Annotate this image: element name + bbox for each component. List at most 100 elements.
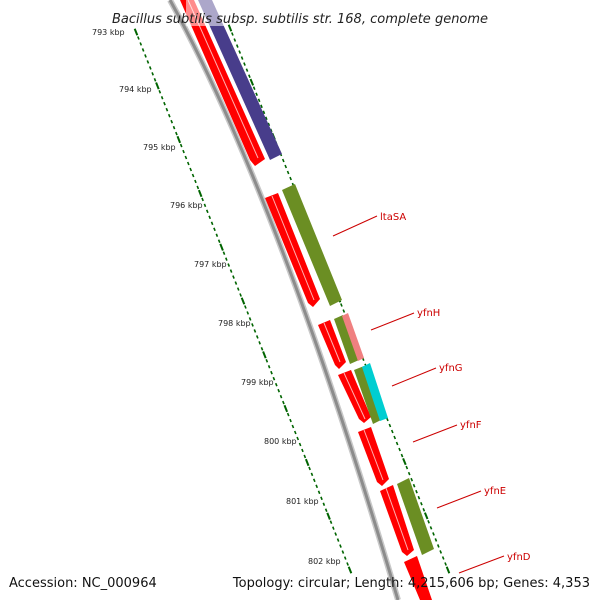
- ruler-minor-tick: [439, 550, 443, 554]
- ruler-labels: 793 kbp 794 kbp 795 kbp 796 kbp 797 kbp …: [92, 28, 341, 566]
- cog-feature-green[interactable]: [354, 366, 381, 424]
- ruler-minor-tick: [296, 436, 300, 441]
- ruler-minor-tick: [238, 50, 242, 54]
- ruler-major-tick: [176, 135, 182, 144]
- cog-feature-cyan[interactable]: [362, 363, 388, 421]
- cds-feature[interactable]: [380, 485, 414, 556]
- ruler-minor-tick: [233, 38, 237, 42]
- ruler-minor-tick: [194, 179, 197, 184]
- ruler-label-798: 798 kbp: [218, 319, 251, 328]
- ruler-major-tick: [347, 566, 353, 574]
- cog-track: [198, 0, 434, 555]
- cog-feature-purple[interactable]: [198, 0, 282, 160]
- ruler-label-800: 800 kbp: [264, 437, 297, 446]
- ruler-minor-tick: [153, 78, 157, 82]
- cds-feature[interactable]: [180, 0, 265, 166]
- gene-label-yfnG[interactable]: yfnG: [439, 363, 463, 374]
- ruler-minor-tick: [139, 42, 143, 46]
- ruler-minor-tick: [231, 32, 234, 36]
- ruler-minor-tick: [262, 110, 266, 115]
- ruler-minor-tick: [386, 417, 389, 422]
- ruler-minor-tick: [141, 48, 145, 52]
- leader-yfnG: [391, 367, 437, 387]
- ruler-minor-tick: [286, 170, 290, 175]
- genome-summary-text: Topology: circular; Length: 4,215,606 bp…: [232, 576, 590, 591]
- title-backdrop: [186, 0, 226, 26]
- ruler-minor-tick: [260, 104, 263, 109]
- ruler-major-tick: [326, 512, 331, 520]
- ruler-minor-tick: [222, 251, 226, 255]
- ruler-minor-tick: [400, 453, 404, 458]
- gene-label-yfnD[interactable]: yfnD: [507, 552, 531, 563]
- ruler-minor-tick: [398, 447, 401, 452]
- ruler-minor-tick: [170, 119, 174, 124]
- ruler-minor-tick: [393, 435, 397, 440]
- ruler-minor-tick: [405, 465, 409, 470]
- ruler-major-tick: [197, 189, 203, 198]
- ruler-minor-tick: [148, 66, 152, 70]
- ruler-minor-tick: [225, 257, 228, 261]
- ruler-minor-tick: [303, 454, 307, 459]
- ruler-minor-tick: [186, 161, 190, 166]
- ruler-minor-tick: [179, 143, 183, 148]
- ruler-minor-tick: [243, 62, 246, 66]
- ruler-minor-tick: [274, 382, 278, 387]
- ruler-minor-tick: [270, 370, 273, 375]
- ruler-minor-tick: [320, 496, 323, 501]
- ruler-minor-tick: [248, 74, 251, 78]
- ruler-label-801: 801 kbp: [286, 497, 319, 506]
- ruler-minor-tick: [427, 520, 430, 524]
- ruler-label-795: 795 kbp: [143, 143, 176, 152]
- ruler-label-802: 802 kbp: [308, 557, 341, 566]
- ruler-minor-tick: [252, 86, 256, 90]
- gene-labels: ltaSA yfnH yfnG yfnF yfnE yfnD: [380, 212, 531, 563]
- ruler-major-tick: [155, 82, 160, 90]
- ruler-major-tick: [227, 24, 233, 32]
- ruler-minor-tick: [253, 329, 257, 333]
- ruler-minor-tick: [286, 412, 290, 417]
- ruler-minor-tick: [255, 335, 259, 339]
- cog-feature-pink[interactable]: [342, 313, 364, 361]
- leader-yfnE: [436, 490, 482, 509]
- ruler-label-799: 799 kbp: [241, 378, 274, 387]
- ruler-minor-tick: [444, 562, 447, 566]
- ruler-minor-tick: [412, 483, 416, 488]
- ruler-label-794: 794 kbp: [119, 85, 152, 94]
- ruler-minor-tick: [210, 221, 214, 226]
- gene-label-yfnH[interactable]: yfnH: [417, 308, 440, 319]
- cds-feature[interactable]: [404, 556, 432, 600]
- ruler-minor-tick: [329, 520, 333, 524]
- ruler-minor-tick: [229, 269, 233, 273]
- ruler-minor-tick: [336, 538, 340, 542]
- ruler-minor-tick: [246, 311, 250, 315]
- ruler-minor-tick: [196, 185, 200, 190]
- cog-feature-green[interactable]: [397, 478, 434, 555]
- ruler-minor-tick: [395, 441, 399, 446]
- cds-feature[interactable]: [318, 320, 346, 369]
- cds-feature[interactable]: [265, 193, 320, 307]
- cog-feature-green[interactable]: [282, 184, 342, 306]
- ruler-minor-tick: [258, 341, 261, 345]
- cog-feature-green[interactable]: [334, 315, 359, 364]
- ruler-minor-tick: [217, 239, 221, 243]
- ruler-minor-tick: [420, 501, 423, 506]
- ruler-minor-tick: [158, 90, 162, 94]
- ruler-minor-tick: [298, 442, 302, 447]
- ruler-minor-tick: [201, 197, 204, 202]
- ruler-minor-tick: [213, 227, 216, 232]
- gene-label-ltaSA[interactable]: ltaSA: [380, 212, 406, 223]
- ruler-minor-tick: [301, 448, 304, 453]
- genome-backbone-core: [168, 0, 400, 600]
- ruler-major-tick: [249, 78, 255, 86]
- ruler-minor-tick: [343, 556, 347, 560]
- ruler-minor-tick: [260, 347, 264, 351]
- ruler-minor-tick: [235, 44, 239, 48]
- gene-label-yfnE[interactable]: yfnE: [484, 486, 506, 497]
- gene-label-yfnF[interactable]: yfnF: [460, 420, 482, 431]
- cds-feature[interactable]: [358, 427, 389, 486]
- ruler-minor-tick: [184, 155, 188, 160]
- ruler-minor-tick: [240, 56, 244, 60]
- ruler-minor-tick: [245, 68, 249, 72]
- leader-ltaSA: [332, 215, 378, 237]
